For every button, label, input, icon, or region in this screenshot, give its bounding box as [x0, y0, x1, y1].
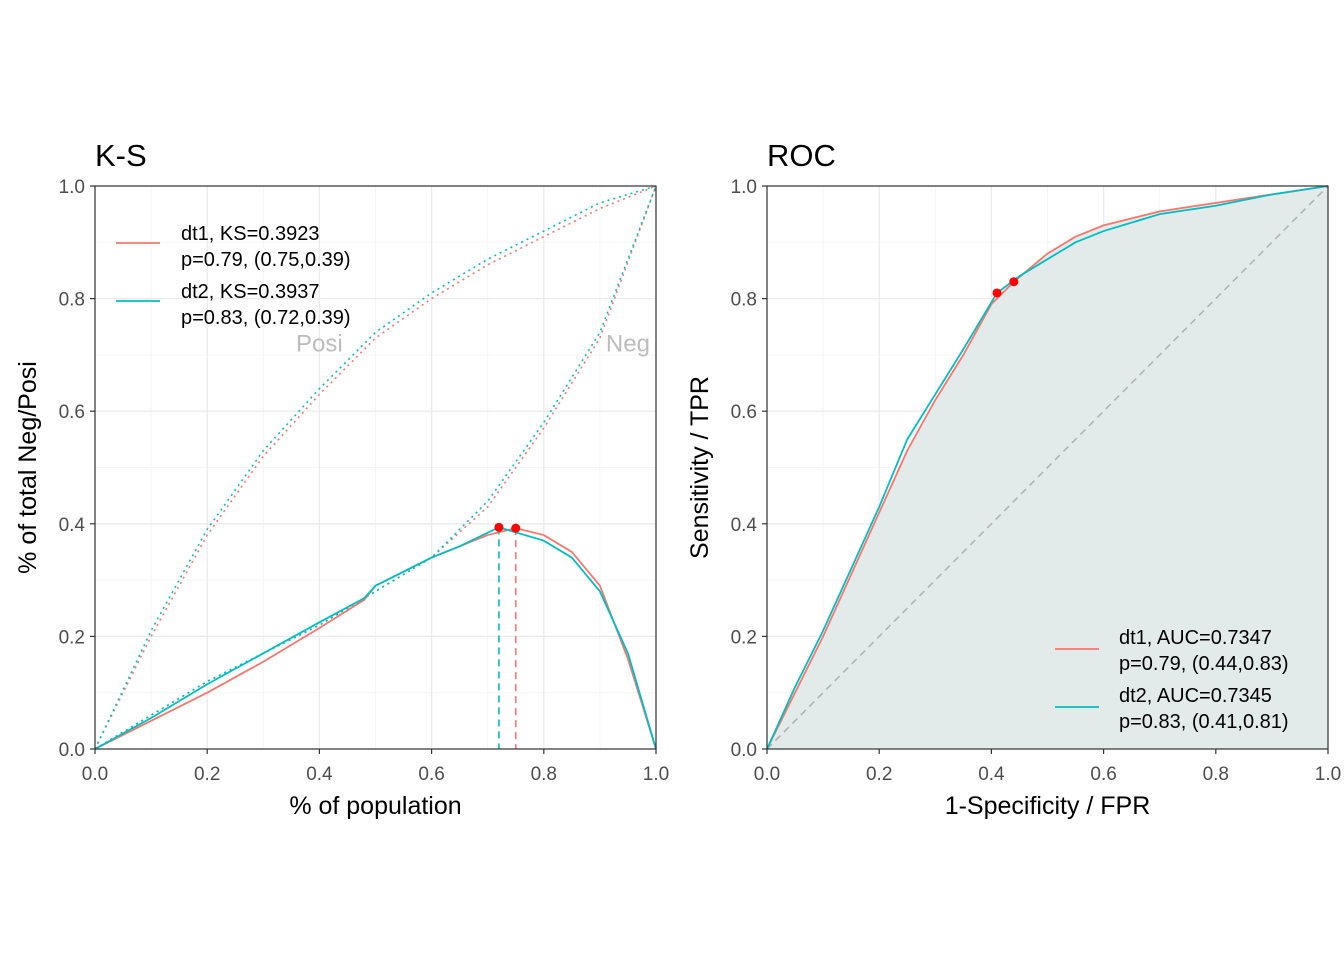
roc-x-tick-label: 0.2 — [866, 764, 892, 785]
ks-y-tick-label: 0.4 — [59, 515, 86, 536]
roc-x-tick-label: 0.0 — [754, 764, 780, 785]
ks-x-axis-title: % of population — [289, 792, 461, 820]
ks-y-axis-ticks: 0.0 0.2 0.4 0.6 0.8 1.0 — [59, 177, 95, 761]
ks-title: K-S — [95, 138, 147, 173]
dt2-roc-legend-label: dt2, AUC=0.7345 — [1119, 685, 1272, 707]
ks-x-axis-ticks: 0.0 0.2 0.4 0.6 0.8 1.0 — [82, 749, 669, 785]
roc-y-axis-title: Sensitivity / TPR — [686, 376, 714, 559]
dt1-ks-point — [511, 523, 521, 533]
roc-y-tick-label: 0.6 — [731, 402, 757, 423]
dt2-legend-detail: p=0.83, (0.72,0.39) — [181, 307, 351, 329]
dt1-legend-label: dt1, KS=0.3923 — [181, 223, 319, 245]
ks-y-tick-label: 1.0 — [59, 177, 85, 198]
ks-y-tick-label: 0.0 — [59, 740, 85, 761]
ks-x-tick-label: 0.2 — [194, 764, 220, 785]
roc-title: ROC — [767, 138, 836, 173]
roc-x-tick-label: 0.4 — [978, 764, 1005, 785]
roc-y-tick-label: 1.0 — [731, 177, 757, 198]
dt2-legend-label: dt2, KS=0.3937 — [181, 281, 319, 303]
roc-x-tick-label: 0.6 — [1090, 764, 1116, 785]
dt2-roc-legend-detail: p=0.83, (0.41,0.81) — [1119, 711, 1289, 733]
ks-x-tick-label: 0.0 — [82, 764, 108, 785]
roc-y-tick-label: 0.2 — [731, 627, 757, 648]
ks-x-tick-label: 1.0 — [643, 764, 669, 785]
dt1-roc-curve — [766, 185, 1329, 750]
roc-y-tick-label: 0.0 — [731, 740, 757, 761]
ks-panel-border — [94, 185, 657, 750]
ks-x-tick-label: 0.4 — [306, 764, 333, 785]
dt1-roc-legend-label: dt1, AUC=0.7347 — [1119, 627, 1272, 649]
dt2-roc-point — [992, 288, 1002, 298]
ks-y-tick-label: 0.6 — [59, 402, 85, 423]
dt1-legend-detail: p=0.79, (0.75,0.39) — [181, 249, 351, 271]
ks-x-tick-label: 0.8 — [531, 764, 557, 785]
dt1-roc-legend-detail: p=0.79, (0.44,0.83) — [1119, 653, 1289, 675]
ks-y-tick-label: 0.8 — [59, 290, 85, 311]
ks-legend: dt1, KS=0.3923 p=0.79, (0.75,0.39) dt2, KS… — [116, 223, 351, 329]
ks-annotation-neg: Neg — [606, 331, 650, 358]
dt1-roc-point — [1009, 277, 1019, 287]
roc-diagonal-line — [766, 185, 1329, 750]
ks-x-tick-label: 0.6 — [418, 764, 444, 785]
roc-panel: ROC 0.0 0.2 0.4 0.6 0.8 1.0 0.0 0.2 0.4 0.6 0.8 1.… — [686, 138, 1341, 820]
dt2-positive-cumulative-line — [94, 185, 657, 750]
ks-plot-area: Posi Neg — [94, 185, 657, 750]
roc-y-tick-label: 0.8 — [731, 290, 757, 311]
roc-x-tick-label: 1.0 — [1315, 764, 1341, 785]
roc-plot-area — [766, 185, 1329, 750]
dt2-ks-curve — [94, 526, 657, 750]
dt2-ks-point — [494, 522, 504, 532]
roc-y-tick-label: 0.4 — [731, 515, 758, 536]
ks-annotation-posi: Posi — [296, 331, 343, 358]
ks-panel: K-S Posi Neg 0.0 0.2 0.4 0.6 0.8 1.0 0.0 0.2 0.4… — [14, 138, 669, 820]
roc-panel-border — [766, 185, 1329, 750]
ks-y-axis-title: % of total Neg/Posi — [14, 361, 42, 574]
roc-x-axis-ticks: 0.0 0.2 0.4 0.6 0.8 1.0 — [754, 749, 1341, 785]
roc-x-axis-title: 1-Specificity / FPR — [945, 792, 1151, 820]
roc-y-axis-ticks: 0.0 0.2 0.4 0.6 0.8 1.0 — [731, 177, 767, 761]
ks-y-tick-label: 0.2 — [59, 627, 85, 648]
roc-x-tick-label: 0.8 — [1203, 764, 1229, 785]
roc-legend: dt1, AUC=0.7347 p=0.79, (0.44,0.83) dt2, A… — [1055, 627, 1289, 733]
